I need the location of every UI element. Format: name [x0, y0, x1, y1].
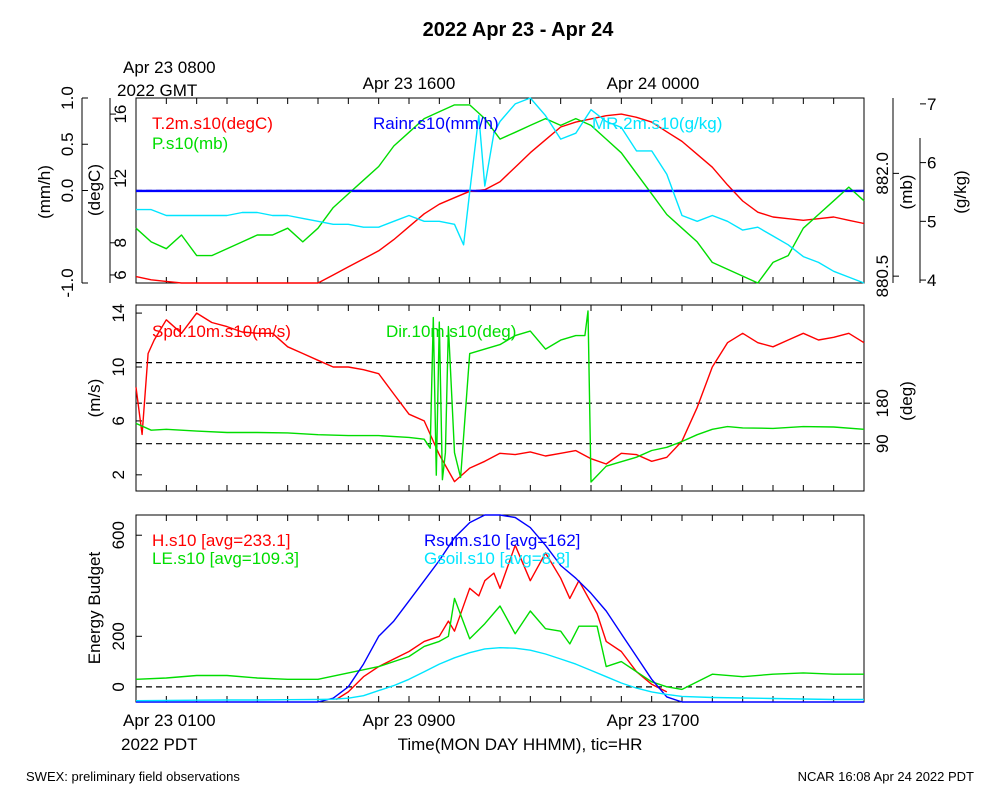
panel-1-series: [135, 97, 865, 284]
axis-tick-label: 10: [109, 358, 128, 377]
series-line-cyan: [135, 647, 864, 702]
speed-axis-label: (m/s): [85, 379, 104, 418]
energy-axis-ticks: 0 200 600: [109, 521, 142, 692]
axis-tick-label: 6: [109, 416, 128, 425]
temp-axis-ticks: 6 8 12 16: [110, 105, 130, 280]
panel-2-wind: 2 6 10 14 90 180 (m/s) (deg) Spd.10m.s10(m/s…: [85, 304, 916, 492]
panel-3-series: [135, 514, 864, 703]
axis-tick-label: 90: [873, 434, 892, 453]
legend-sensible-heat: H.s10 [avg=233.1]: [152, 531, 290, 550]
legend-net-radiation: Rsum.s10 [avg=162]: [424, 531, 580, 550]
axis-tick-label: 7: [927, 95, 936, 114]
series-line-green: [135, 310, 865, 483]
axis-tick-label: 2: [109, 470, 128, 479]
panel-3-time-ticks: [135, 515, 865, 702]
pressure-axis-label: (mb): [897, 175, 916, 210]
axis-tick-label: 0: [109, 682, 128, 691]
rain-axis-label: (mm/h): [35, 165, 54, 219]
axis-tick-label: 6: [111, 270, 130, 279]
series-line-green: [135, 104, 865, 284]
legend-latent-heat: LE.s10 [avg=109.3]: [152, 549, 299, 568]
panel-2-series: [135, 310, 865, 483]
chart-title: 2022 Apr 23 - Apr 24: [423, 19, 615, 41]
legend-mixing-ratio: MR.2m.s10(g/kg): [592, 114, 722, 133]
axis-tick-label: -1.0: [58, 268, 77, 297]
footer-left: SWEX: preliminary field observations: [26, 769, 240, 784]
axis-tick-label: 600: [109, 521, 128, 549]
legend-rain-rate: Rainr.s10(mm/h): [373, 114, 499, 133]
axis-tick-label: 200: [109, 622, 128, 650]
direction-axis-label: (deg): [897, 381, 916, 421]
mixing-ratio-axis-ticks: 4 5 6 7: [920, 95, 936, 290]
bottom-time-label-3: Apr 23 1700: [607, 711, 700, 730]
legend-temperature: T.2m.s10(degC): [152, 114, 273, 133]
bottom-time-label-1-line1: Apr 23 0100: [123, 711, 216, 730]
pressure-axis-ticks: 880.5 882.0: [873, 152, 899, 297]
axis-tick-label: 882.0: [873, 152, 892, 195]
series-line-green: [135, 597, 864, 691]
axis-tick-label: 880.5: [873, 255, 892, 298]
footer-right: NCAR 16:08 Apr 24 2022 PDT: [798, 769, 974, 784]
direction-axis-ticks: 90 180: [864, 389, 892, 453]
axis-tick-label: 16: [111, 105, 130, 124]
axis-tick-label: 180: [873, 389, 892, 417]
top-time-label-2: Apr 23 1600: [363, 74, 456, 93]
axis-tick-label: 0.0: [58, 179, 77, 203]
temp-axis-label: (degC): [85, 164, 104, 216]
panel-1-time-ticks: [135, 98, 865, 283]
panel-2-reference-lines: [136, 362, 864, 445]
series-line-cyan: [136, 97, 865, 284]
mixing-ratio-axis-label: (g/kg): [951, 170, 970, 213]
top-time-label-1-line2: 2022 GMT: [117, 81, 197, 100]
axis-tick-label: 14: [109, 304, 128, 323]
x-axis-label: Time(MON DAY HHMM), tic=HR: [398, 735, 643, 754]
top-time-label-1-line1: Apr 23 0800: [123, 58, 216, 77]
legend-soil-heat: Gsoil.s10 [avg=8.8]: [424, 549, 570, 568]
axis-tick-label: 4: [927, 271, 936, 290]
axis-tick-label: 8: [111, 238, 130, 247]
top-time-label-3: Apr 24 0000: [607, 74, 700, 93]
series-line-blue: [136, 514, 864, 703]
axis-tick-label: 12: [111, 169, 130, 188]
speed-axis-ticks: 2 6 10 14: [109, 304, 142, 480]
bottom-time-label-2: Apr 23 0900: [363, 711, 456, 730]
energy-axis-label: Energy Budget: [85, 551, 104, 664]
axis-tick-label: 1.0: [58, 86, 77, 110]
rain-axis-ticks: -1.0 0.0 0.5 1.0: [58, 86, 88, 298]
bottom-time-label-1-line2: 2022 PDT: [121, 735, 198, 754]
series-line-red: [135, 113, 865, 284]
legend-pressure: P.s10(mb): [152, 134, 228, 153]
legend-wind-direction: Dir.10m.s10(deg): [386, 322, 516, 341]
axis-tick-label: 5: [927, 212, 936, 231]
series-line-red: [135, 312, 865, 483]
axis-tick-label: 6: [927, 154, 936, 173]
legend-wind-speed: Spd.10m.s10(m/s): [152, 322, 291, 341]
axis-tick-label: 0.5: [58, 132, 77, 156]
series-line-red: [335, 544, 668, 701]
panel-2-time-ticks: [135, 305, 865, 491]
panel-1-meteorology: -1.0 0.0 0.5 1.0 6 8 12 16 (mm/h) (degC) 880.5…: [35, 86, 970, 297]
